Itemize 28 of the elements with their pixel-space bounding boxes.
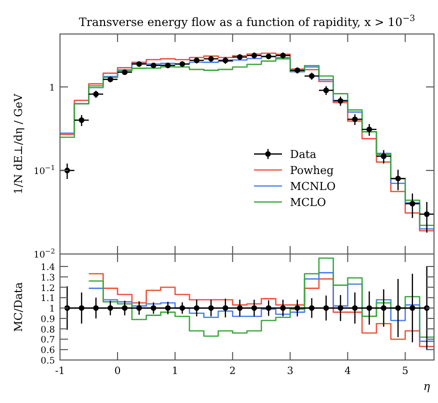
y-tick-label: 1.1 bbox=[40, 294, 55, 304]
x-tick-label: -1 bbox=[55, 366, 65, 377]
y-tick-label: 1 bbox=[49, 304, 55, 315]
y-axis-title: MC/Data bbox=[12, 282, 25, 332]
y-tick-label: 0.6 bbox=[40, 346, 56, 356]
y-tick-label: 0.7 bbox=[40, 336, 56, 346]
x-axis-title: η bbox=[423, 380, 430, 393]
legend-label: MCLO bbox=[290, 196, 326, 209]
y-tick-label: 1.3 bbox=[40, 273, 56, 284]
x-tick-label: 1 bbox=[172, 366, 178, 377]
y-tick-label: 0.5 bbox=[40, 356, 56, 366]
y-tick-label: 1.2 bbox=[40, 284, 55, 294]
x-tick-label: 2 bbox=[229, 366, 236, 377]
y-tick-label: 10$^{−1}$ bbox=[34, 164, 55, 177]
y-tick-label: 0.9 bbox=[40, 314, 56, 325]
y-axis-title: 1/N dE⊥/dη / GeV bbox=[12, 92, 25, 194]
y-tick-label: 1.4 bbox=[40, 262, 56, 273]
chart-title: Transverse energy flow as a function of rapidity, x > 10$^{−3}$ bbox=[78, 14, 416, 29]
x-tick-label: 5 bbox=[402, 366, 408, 377]
legend-label: Data bbox=[290, 148, 317, 161]
x-tick-label: 0 bbox=[114, 366, 121, 377]
x-tick-label: 3 bbox=[286, 366, 294, 377]
y-tick-label: 1 bbox=[49, 83, 55, 94]
y-tick-label: 0.8 bbox=[40, 325, 56, 336]
legend-label: Powheg bbox=[290, 164, 334, 177]
legend-label: MCNLO bbox=[290, 180, 336, 193]
x-tick-label: 4 bbox=[344, 366, 351, 377]
y-tick-label: 10$^{−2}$ bbox=[34, 248, 55, 260]
